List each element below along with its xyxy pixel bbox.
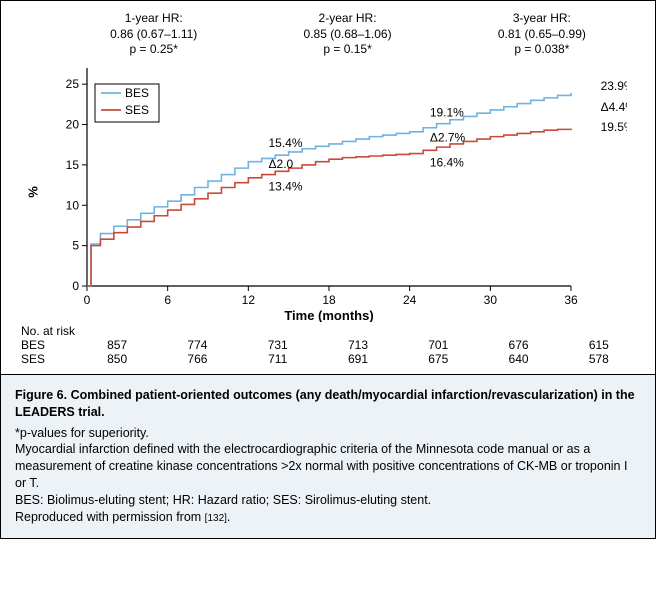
svg-text:36: 36 [564,293,578,307]
svg-text:0: 0 [72,279,79,293]
risk-row-ses: SES 850766711691675640578 [17,352,639,366]
caption-repro-text: Reproduced with permission from [15,510,205,524]
chart-block: 1-year HR: 0.86 (0.67–1.11) p = 0.25* 2-… [1,1,655,374]
figure-container: 1-year HR: 0.86 (0.67–1.11) p = 0.25* 2-… [0,0,656,539]
hr-title: 2-year HR: [304,11,392,27]
svg-text:0: 0 [84,293,91,307]
hr-col-2: 2-year HR: 0.85 (0.68–1.06) p = 0.15* [304,11,392,58]
svg-text:Time (months): Time (months) [284,308,373,322]
risk-cell: 857 [77,338,157,352]
caption-repro: Reproduced with permission from [132]. [15,509,641,526]
svg-text:24: 24 [403,293,417,307]
caption-period: . [227,510,230,524]
hr-p: p = 0.25* [110,42,197,58]
svg-text:10: 10 [66,198,80,212]
caption-pnote: *p-values for superiority. [15,425,641,442]
hr-stats-row: 1-year HR: 0.86 (0.67–1.11) p = 0.25* 2-… [57,11,639,58]
hr-title: 3-year HR: [498,11,586,27]
risk-cell: 766 [157,352,237,366]
svg-text:23.9%: 23.9% [601,79,627,93]
hr-value: 0.86 (0.67–1.11) [110,27,197,43]
svg-text:6: 6 [164,293,171,307]
svg-text:30: 30 [484,293,498,307]
svg-text:Δ2.7%: Δ2.7% [430,130,466,144]
risk-cell: 615 [559,338,639,352]
hr-col-1: 1-year HR: 0.86 (0.67–1.11) p = 0.25* [110,11,197,58]
risk-title: No. at risk [17,324,87,338]
hr-p: p = 0.15* [304,42,392,58]
svg-text:SES: SES [125,103,149,117]
survival-chart: 0 5 10 15 20 25 0 6 12 18 24 30 36 Time (months) BES SE… [57,62,627,322]
hr-col-3: 3-year HR: 0.81 (0.65–0.99) p = 0.038* [498,11,586,58]
risk-cell: 850 [77,352,157,366]
risk-cell: 640 [478,352,558,366]
risk-cell: 675 [398,352,478,366]
hr-value: 0.85 (0.68–1.06) [304,27,392,43]
risk-cell: 701 [398,338,478,352]
svg-text:Δ2.0: Δ2.0 [269,157,294,171]
caption-mi: Myocardial infarction defined with the e… [15,441,641,492]
svg-text:15.4%: 15.4% [269,136,303,150]
risk-cell: 713 [318,338,398,352]
svg-text:13.4%: 13.4% [269,180,303,194]
svg-text:12: 12 [242,293,256,307]
risk-cell: 578 [559,352,639,366]
y-axis-label: % [25,186,40,198]
risk-cell: 711 [238,352,318,366]
svg-text:18: 18 [322,293,336,307]
risk-row-bes: BES 857774731713701676615 [17,338,639,352]
svg-text:16.4%: 16.4% [430,155,464,169]
svg-text:25: 25 [66,77,80,91]
caption-block: Figure 6. Combined patient-oriented outc… [1,374,655,538]
risk-table: No. at risk BES 857774731713701676615 SE… [17,324,639,366]
svg-text:20: 20 [66,117,80,131]
svg-text:Δ4.4%: Δ4.4% [601,100,627,114]
svg-text:19.1%: 19.1% [430,105,464,119]
risk-cell: 774 [157,338,237,352]
svg-text:5: 5 [72,238,79,252]
svg-text:19.5%: 19.5% [601,120,627,134]
hr-title: 1-year HR: [110,11,197,27]
hr-p: p = 0.038* [498,42,586,58]
risk-cell: 676 [478,338,558,352]
svg-text:BES: BES [125,86,149,100]
caption-abbr: BES: Biolimus-eluting stent; HR: Hazard … [15,492,641,509]
svg-text:15: 15 [66,158,80,172]
risk-cell: 731 [238,338,318,352]
chart-area: % 0510152025061218243036Time (months)BES… [57,62,629,322]
caption-ref: [132] [205,513,227,524]
risk-cell: 691 [318,352,398,366]
caption-title: Figure 6. Combined patient-oriented outc… [15,387,641,421]
hr-value: 0.81 (0.65–0.99) [498,27,586,43]
